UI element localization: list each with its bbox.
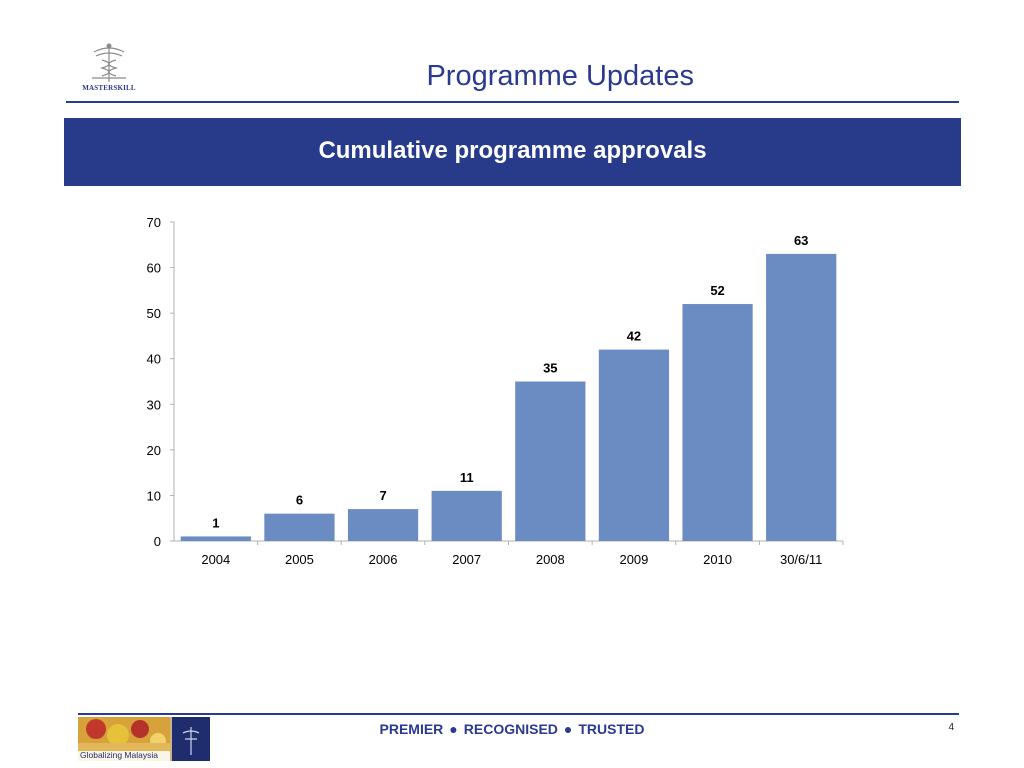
y-tick-label: 50	[147, 306, 161, 321]
y-tick-label: 70	[147, 215, 161, 230]
x-tick-label: 2004	[201, 552, 230, 567]
y-tick-label: 40	[147, 352, 161, 367]
y-tick-label: 0	[154, 534, 161, 549]
x-tick-label: 2010	[703, 552, 732, 567]
data-label: 6	[296, 493, 303, 508]
x-tick-label: 2006	[369, 552, 398, 567]
x-tick-label: 2007	[452, 552, 481, 567]
banner-title: Cumulative programme approvals	[318, 137, 707, 164]
bar-2005	[264, 513, 335, 541]
bar-2006	[347, 509, 419, 541]
masterskill-logo: MASTERSKILL	[74, 42, 144, 100]
data-label: 1	[212, 515, 219, 530]
bar-2010	[682, 304, 753, 541]
y-tick-label: 20	[147, 443, 161, 458]
data-label: 35	[543, 361, 557, 376]
data-label: 42	[627, 329, 641, 344]
bar-2007	[431, 490, 502, 541]
x-tick-label: 2009	[619, 552, 648, 567]
title-divider	[66, 101, 959, 103]
footer-divider	[78, 713, 959, 715]
section-banner: Cumulative programme approvals	[64, 118, 961, 186]
y-tick-label: 10	[147, 488, 161, 503]
footer-image-caption: Globalizing Malaysia	[80, 750, 158, 760]
page-number: 4	[948, 722, 954, 733]
tagline-premier: PREMIER	[379, 721, 444, 737]
tagline-recognised: RECOGNISED	[463, 721, 558, 737]
globalizing-malaysia-banner-image: Globalizing Malaysia	[78, 717, 210, 761]
tagline-trusted: TRUSTED	[578, 721, 645, 737]
y-tick-label: 30	[147, 397, 161, 412]
tagline-separator: ●	[449, 721, 458, 737]
x-tick-label: 2005	[285, 552, 314, 567]
page-title: Programme Updates	[426, 60, 694, 92]
data-label: 7	[379, 488, 386, 503]
logo-text: MASTERSKILL	[82, 84, 136, 92]
bar-30/6/11	[766, 253, 837, 541]
footer-tagline: PREMIER ● RECOGNISED ● TRUSTED	[0, 721, 1024, 737]
tagline-separator: ●	[563, 721, 573, 737]
x-tick-label: 2008	[536, 552, 565, 567]
data-label: 63	[794, 233, 808, 248]
y-tick-label: 60	[147, 261, 161, 276]
data-label: 11	[460, 470, 474, 485]
bar-2009	[598, 349, 670, 541]
bar-2004	[180, 536, 251, 541]
bar-2008	[515, 381, 586, 541]
caduceus-emblem-icon	[92, 43, 126, 82]
x-tick-label: 30/6/11	[780, 552, 822, 567]
data-label: 52	[710, 283, 724, 298]
